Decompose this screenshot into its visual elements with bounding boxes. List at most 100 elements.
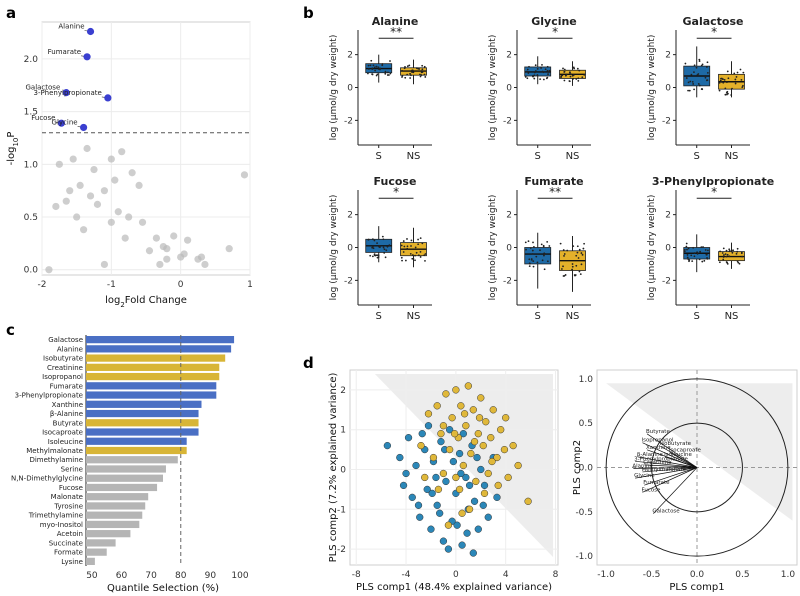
significant-point	[86, 27, 95, 36]
jitter-point	[406, 245, 409, 248]
y-axis-title-tail: P	[6, 132, 17, 138]
loading-vector	[635, 460, 698, 468]
loading-vector	[635, 467, 698, 479]
jitter-point	[536, 74, 539, 76]
score-point-s	[433, 501, 441, 509]
jitter-point	[406, 73, 409, 76]
jitter-point	[385, 249, 388, 252]
jitter-point	[408, 64, 411, 67]
score-point-s	[437, 437, 445, 446]
nonsignificant-point	[156, 260, 164, 269]
jitter-point	[423, 73, 426, 76]
y-axis-title: log (μmol/g dry weight)	[329, 35, 339, 141]
jitter-point	[381, 64, 384, 67]
jitter-point	[400, 244, 403, 247]
score-point-s	[474, 525, 482, 533]
nonsignificant-point	[118, 148, 126, 156]
jitter-point	[546, 65, 549, 68]
jitter-point	[735, 76, 738, 78]
bar-category-label: 3-Phenylpropionate	[15, 392, 83, 400]
significance-stars: **	[549, 185, 561, 199]
bar-category-label: Tyrosine	[53, 502, 83, 510]
jitter-point	[528, 265, 531, 268]
jitter-point	[577, 77, 580, 80]
jitter-point	[692, 83, 695, 85]
loading-label: Isocaproate	[669, 447, 702, 453]
y-axis-title: PLS comp2 (7.2% explained variance)	[328, 373, 339, 563]
score-point-ns	[497, 426, 505, 434]
score-point-ns	[433, 402, 441, 410]
jitter-point	[722, 256, 725, 258]
jitter-point	[371, 67, 374, 70]
jitter-point	[409, 252, 412, 255]
y-tick-label: 0	[347, 244, 353, 254]
nonsignificant-point	[125, 213, 133, 221]
significant-label: 3-Phenylpropionate	[33, 89, 101, 97]
significant-point	[57, 119, 66, 127]
jitter-point	[533, 77, 536, 80]
score-point-ns	[434, 485, 443, 494]
score-point-s	[463, 529, 471, 537]
jitter-point	[404, 76, 407, 79]
x-tick-label: -4	[402, 570, 411, 580]
jitter-point	[736, 71, 739, 74]
jitter-point	[402, 251, 405, 253]
loading-vector	[637, 456, 698, 468]
quantile-bar	[86, 520, 140, 529]
significant-point	[62, 89, 70, 97]
jitter-point	[718, 89, 721, 92]
y-tick-label: 2.0	[24, 55, 39, 65]
jitter-point	[699, 250, 702, 253]
y-tick-label: 2	[347, 211, 353, 221]
jitter-point	[379, 246, 381, 249]
jitter-point	[419, 75, 422, 78]
jitter-point	[574, 274, 577, 276]
jitter-point	[389, 60, 391, 62]
score-point-s	[427, 525, 435, 533]
y-axis-subscript: 10	[12, 138, 20, 147]
y-tick-label: 2	[340, 386, 346, 396]
jitter-point	[572, 245, 575, 247]
jitter-point	[727, 77, 730, 80]
score-point-s	[444, 545, 453, 553]
significance-stars: *	[711, 185, 717, 199]
x-category-label: NS	[725, 311, 739, 322]
jitter-point	[580, 263, 583, 266]
jitter-point	[698, 60, 701, 62]
jitter-point	[526, 68, 529, 71]
jitter-point	[723, 79, 726, 81]
quantile-bar	[86, 354, 226, 362]
jitter-point	[722, 247, 725, 250]
jitter-point	[544, 68, 547, 71]
quantile-bar	[86, 530, 131, 538]
jitter-point	[409, 77, 412, 79]
jitter-point	[372, 64, 375, 67]
nonsignificant-point	[201, 260, 209, 269]
score-point-ns	[482, 418, 490, 426]
jitter-point	[687, 89, 690, 92]
significant-label: Glycine	[52, 118, 78, 126]
panel-label-a: a	[6, 4, 16, 22]
score-point-ns	[459, 461, 467, 470]
x-tick-label: -1.0	[597, 570, 615, 580]
jitter-point	[706, 61, 709, 64]
jitter-point	[531, 252, 534, 255]
jitter-point	[403, 245, 406, 248]
quantile-bar	[86, 336, 235, 344]
jitter-point	[738, 262, 741, 265]
score-point-ns	[470, 437, 479, 446]
nonsignificant-point	[163, 245, 171, 253]
jitter-point	[724, 93, 727, 96]
jitter-point	[691, 260, 694, 263]
bar-category-label: Fumarate	[50, 382, 83, 390]
x-axis-title: PLS comp1	[669, 582, 724, 593]
x-tick-label: 1.0	[781, 570, 796, 580]
score-point-s	[470, 497, 479, 505]
loading-vector	[644, 464, 698, 468]
jitter-point	[701, 63, 704, 66]
jitter-point	[379, 68, 381, 71]
box-panel-title: Fucose	[374, 175, 417, 188]
nonsignificant-point	[152, 234, 160, 242]
bar-category-label: Isopropanol	[42, 373, 83, 381]
jitter-point	[375, 65, 378, 68]
